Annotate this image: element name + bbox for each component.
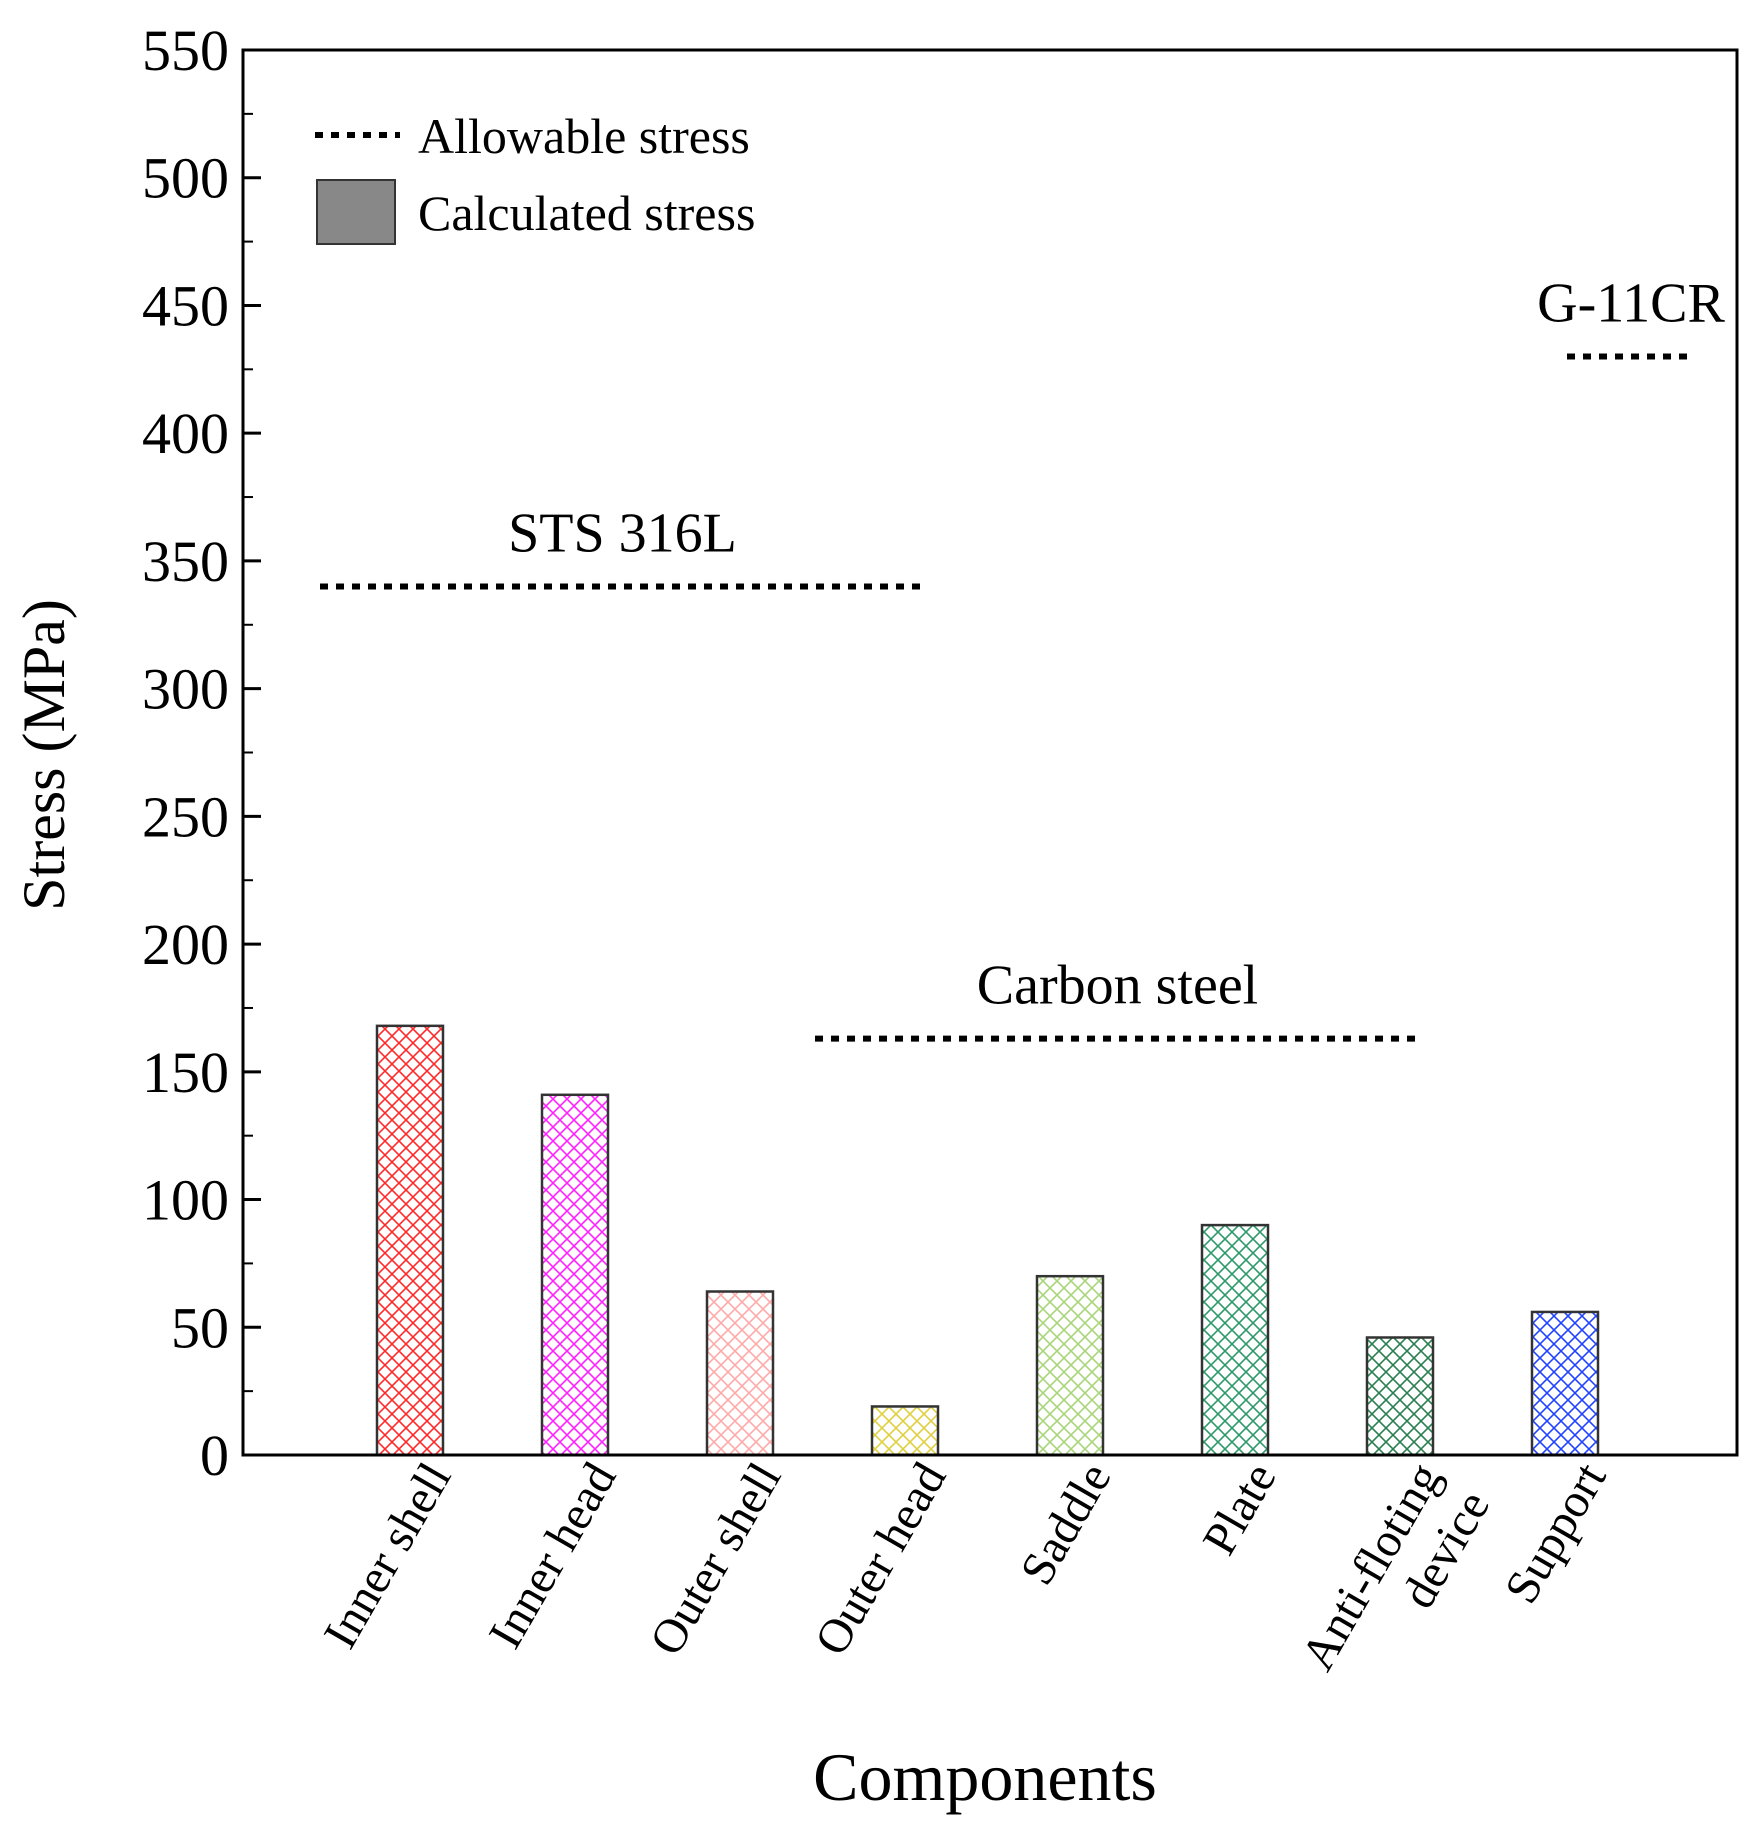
x-tick-label: Anti-flotingdevice: [1291, 1454, 1500, 1707]
bar: [1035, 1274, 1105, 1457]
bar: [1530, 1310, 1600, 1457]
y-tick-label: 550: [142, 18, 229, 83]
x-tick-label: Outer head: [805, 1454, 957, 1664]
x-tick-label: Outer shell: [640, 1454, 792, 1664]
y-axis-title: Stress (MPa): [11, 599, 77, 911]
x-tick-label: Plate: [1193, 1454, 1287, 1564]
bar: [705, 1290, 775, 1457]
plot-frame: [241, 48, 1739, 1457]
y-tick-label: 350: [142, 529, 229, 594]
y-tick-label: 300: [142, 657, 229, 722]
material-label: Carbon steel: [977, 955, 1258, 1017]
legend-calculated-label: Calculated stress: [418, 185, 755, 241]
x-tick-label: Saddle: [1010, 1454, 1121, 1594]
legend: Allowable stress Calculated stress: [315, 108, 755, 245]
x-axis-title: Components: [813, 1739, 1157, 1815]
y-tick-label: 50: [171, 1295, 229, 1360]
bar: [870, 1405, 940, 1457]
y-tick-label: 400: [142, 401, 229, 466]
y-tick-label: 200: [142, 912, 229, 977]
x-tick-label: Support: [1495, 1453, 1617, 1612]
y-tick-label: 150: [142, 1040, 229, 1105]
material-label: STS 316L: [508, 502, 737, 564]
bar: [1365, 1336, 1435, 1457]
bar: [1200, 1223, 1270, 1457]
y-tick-label: 250: [142, 784, 229, 849]
y-tick-label: 500: [142, 146, 229, 211]
bar: [375, 1024, 445, 1457]
legend-allowable-label: Allowable stress: [418, 108, 750, 164]
x-tick-label: Inner head: [479, 1454, 627, 1657]
x-tick-label: Inner shell: [314, 1454, 462, 1657]
y-tick-label: 100: [142, 1168, 229, 1233]
material-label: G-11CR: [1537, 273, 1725, 335]
y-tick-label: 0: [200, 1423, 229, 1488]
legend-calculated-swatch: [316, 179, 396, 245]
y-tick-label: 450: [142, 273, 229, 338]
bar: [540, 1093, 610, 1457]
